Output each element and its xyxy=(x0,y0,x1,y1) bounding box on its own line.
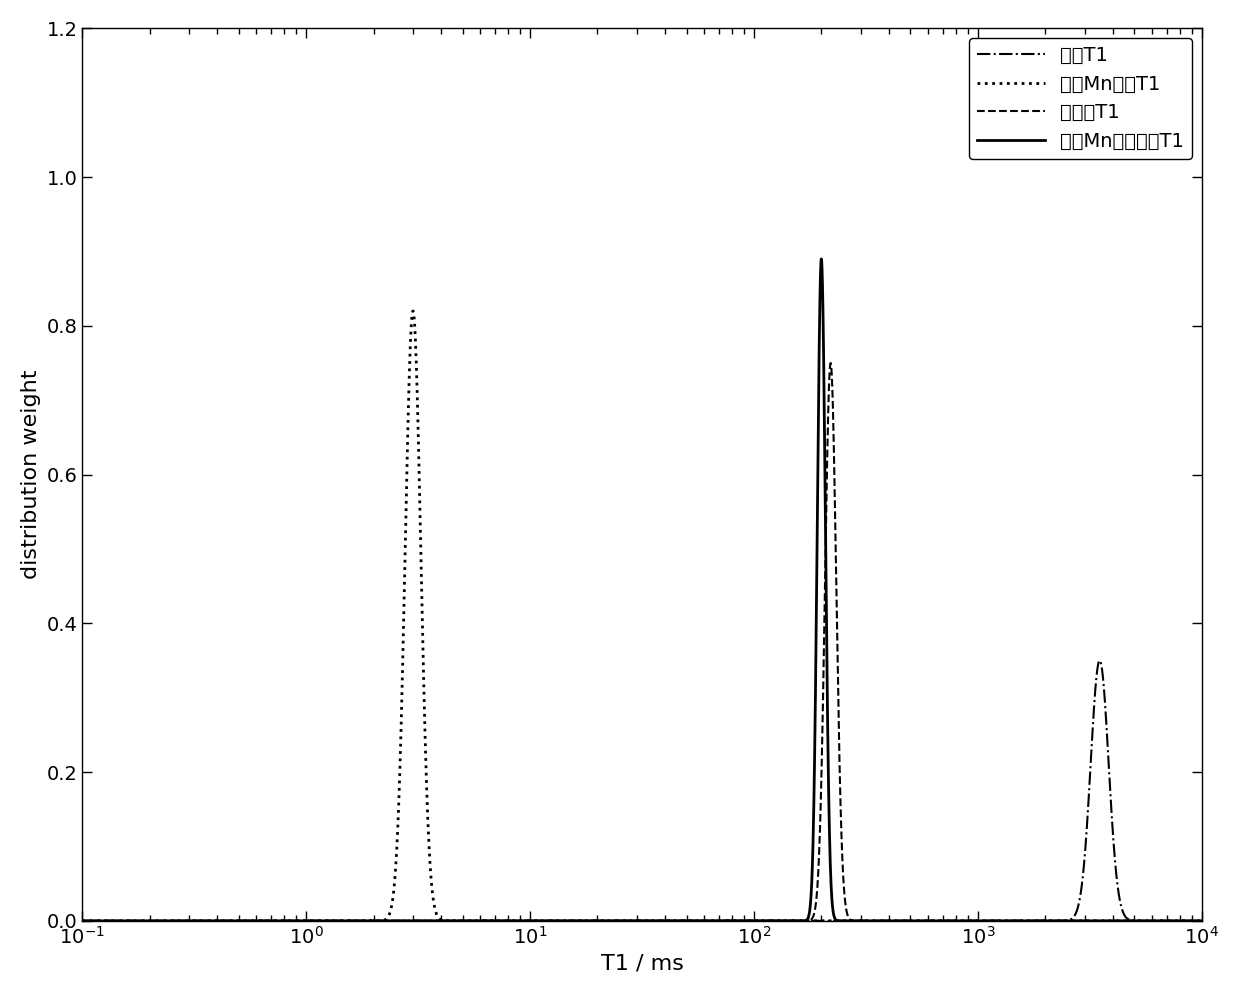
Line: 加入Mn后矿物油T1: 加入Mn后矿物油T1 xyxy=(82,259,1202,920)
加入Mn后矿物油T1 xyxy=(1194,914,1209,926)
水的T1 xyxy=(122,914,136,926)
Y-axis label: distribution weight: distribution weight xyxy=(21,370,41,580)
水的T1 xyxy=(79,914,94,926)
矿物油T1 xyxy=(1135,914,1149,926)
水的T1 xyxy=(294,914,309,926)
水的T1 xyxy=(622,914,637,926)
Line: 矿物油T1: 矿物油T1 xyxy=(82,363,1202,920)
加入Mn后水T1 xyxy=(74,914,89,926)
加入Mn后矿物油T1 xyxy=(294,914,309,926)
加入Mn后水T1 xyxy=(622,914,637,926)
矿物油T1 xyxy=(141,914,156,926)
加入Mn后水T1 xyxy=(79,914,94,926)
矿物油T1 xyxy=(79,914,94,926)
加入Mn后水T1 xyxy=(1194,914,1209,926)
矿物油T1 xyxy=(122,914,136,926)
水的T1 xyxy=(141,914,156,926)
X-axis label: T1 / ms: T1 / ms xyxy=(600,953,683,973)
加入Mn后水T1 xyxy=(294,914,309,926)
矿物油T1 xyxy=(823,357,838,369)
加入Mn后矿物油T1 xyxy=(74,914,89,926)
加入Mn后矿物油T1 xyxy=(79,914,94,926)
加入Mn后矿物油T1 xyxy=(1135,914,1149,926)
矿物油T1 xyxy=(74,914,89,926)
水的T1 xyxy=(74,914,89,926)
加入Mn后矿物油T1 xyxy=(122,914,136,926)
Line: 水的T1: 水的T1 xyxy=(82,661,1202,920)
矿物油T1 xyxy=(622,914,637,926)
加入Mn后矿物油T1 xyxy=(622,914,637,926)
加入Mn后矿物油T1 xyxy=(141,914,156,926)
加入Mn后水T1 xyxy=(1135,914,1149,926)
水的T1 xyxy=(1092,655,1107,667)
加入Mn后水T1 xyxy=(122,914,136,926)
水的T1 xyxy=(1194,914,1209,926)
加入Mn后水T1 xyxy=(141,914,156,926)
Line: 加入Mn后水T1: 加入Mn后水T1 xyxy=(82,311,1202,920)
加入Mn后矿物油T1 xyxy=(813,253,828,265)
加入Mn后水T1 xyxy=(405,305,420,317)
矿物油T1 xyxy=(294,914,309,926)
Legend: 水的T1, 加入Mn后水T1, 矿物油T1, 加入Mn后矿物油T1: 水的T1, 加入Mn后水T1, 矿物油T1, 加入Mn后矿物油T1 xyxy=(968,38,1192,159)
矿物油T1 xyxy=(1194,914,1209,926)
水的T1 xyxy=(1135,914,1149,926)
